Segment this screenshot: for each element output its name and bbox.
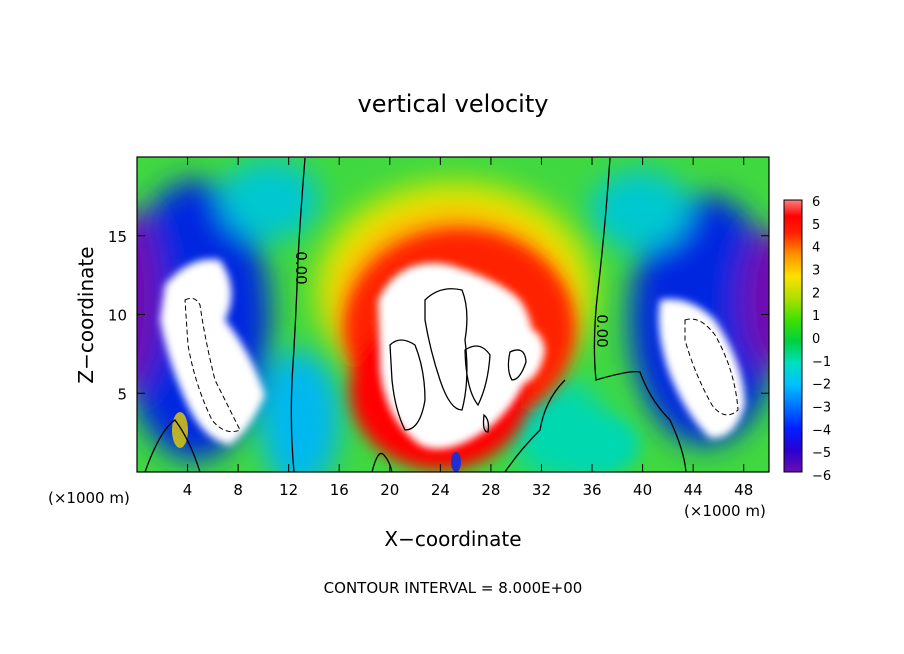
- x-unit-label-right: (×1000 m): [684, 502, 766, 520]
- colorbar-tick-label: 5: [812, 218, 820, 233]
- colorbar-tick-label: 2: [812, 286, 820, 301]
- x-tick-label: 24: [431, 481, 450, 499]
- x-tick-label: 40: [633, 481, 652, 499]
- x-tick-label: 20: [380, 481, 399, 499]
- colorbar-tick-label: −6: [812, 469, 831, 484]
- colorbar-tick-label: 0: [812, 332, 820, 347]
- x-tick-label: 4: [183, 481, 193, 499]
- x-tick-label: 36: [582, 481, 601, 499]
- colorbar-ticks: 6 5 4 3 2 1 0 −1 −2 −3 −4 −5 −6: [812, 195, 831, 484]
- colorbar-tick-label: 4: [812, 241, 820, 256]
- contour-interval-note: CONTOUR INTERVAL = 8.000E+00: [324, 579, 583, 597]
- colorbar-tick-label: −3: [812, 401, 831, 416]
- colorbar-tick-label: 6: [812, 195, 820, 210]
- contour-lines: [144, 157, 687, 472]
- chart-title: vertical velocity: [358, 90, 549, 118]
- y-axis-title: Z−coordinate: [74, 246, 98, 383]
- y-tick-label: 10: [108, 307, 127, 325]
- x-tick-label: 8: [233, 481, 243, 499]
- x-unit-label-left: (×1000 m): [48, 489, 130, 507]
- colorbar-tick-label: −2: [812, 378, 831, 393]
- y-axis-ticks: 5 10 15: [108, 228, 769, 403]
- colorbar-tick-label: −4: [812, 423, 831, 438]
- x-axis-title: X−coordinate: [384, 527, 521, 551]
- x-tick-label: 28: [481, 481, 500, 499]
- x-tick-label: 48: [734, 481, 753, 499]
- x-tick-label: 16: [330, 481, 349, 499]
- contour-label-left: 0.00: [292, 251, 310, 284]
- contour-label-right: 0.00: [593, 314, 611, 347]
- x-tick-label: 12: [279, 481, 298, 499]
- colorbar-ramp: [783, 199, 803, 473]
- heatmap-field: [137, 157, 769, 472]
- colorbar-tick-label: 3: [812, 264, 820, 279]
- y-tick-label: 15: [108, 228, 127, 246]
- colorbar-tick-label: 1: [812, 309, 820, 324]
- colorbar-tick-label: −5: [812, 446, 831, 461]
- x-axis-ticks: 4 8 12 16 20 24 28 32 36 40 44 48: [183, 157, 753, 499]
- x-tick-label: 44: [684, 481, 703, 499]
- contour-lines-negative: [184, 297, 739, 433]
- colorbar: 6 5 4 3 2 1 0 −1 −2 −3 −4 −5 −6: [783, 195, 831, 484]
- y-tick-label: 5: [117, 385, 127, 403]
- colorbar-tick-label: −1: [812, 355, 831, 370]
- x-tick-label: 32: [532, 481, 551, 499]
